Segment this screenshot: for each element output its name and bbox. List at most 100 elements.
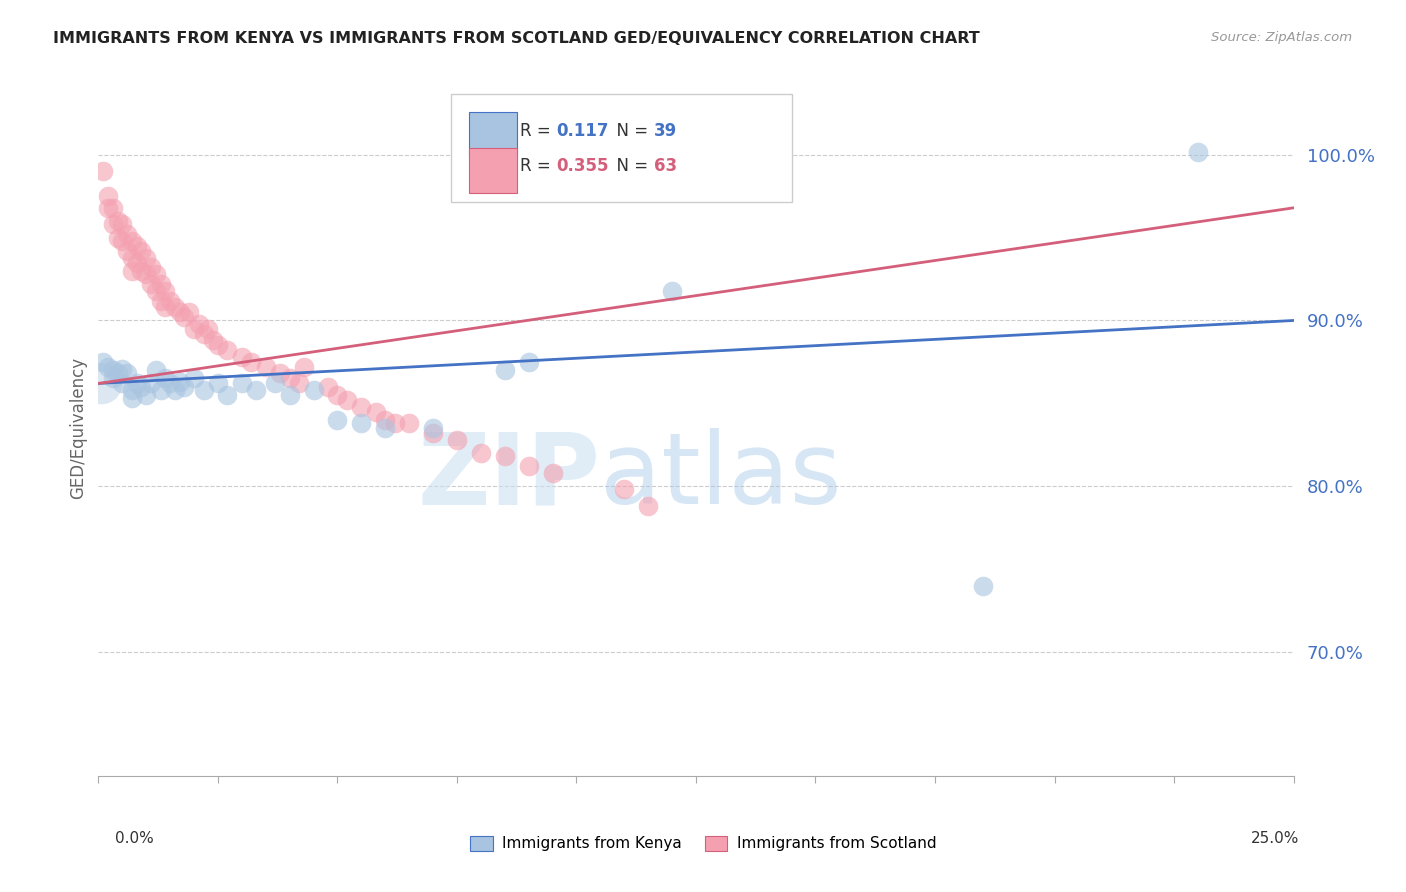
Point bbox=[131, 380, 153, 394]
Point bbox=[145, 267, 167, 281]
Text: 39: 39 bbox=[654, 122, 678, 140]
Point bbox=[149, 383, 172, 397]
Point bbox=[254, 359, 277, 374]
Point bbox=[374, 421, 396, 435]
Point bbox=[125, 255, 148, 269]
Point bbox=[350, 400, 373, 414]
Point bbox=[121, 383, 143, 397]
Point bbox=[139, 260, 162, 275]
Point bbox=[384, 416, 406, 430]
Text: 25.0%: 25.0% bbox=[1251, 831, 1299, 847]
Point bbox=[202, 334, 225, 348]
Point bbox=[131, 264, 153, 278]
Point bbox=[288, 376, 311, 391]
Point bbox=[101, 218, 124, 232]
Point bbox=[125, 239, 148, 253]
Point bbox=[541, 466, 564, 480]
Point bbox=[121, 264, 143, 278]
Point bbox=[101, 371, 124, 385]
Point bbox=[972, 578, 994, 592]
Text: N =: N = bbox=[606, 157, 654, 175]
Point bbox=[326, 413, 349, 427]
Point bbox=[422, 426, 444, 441]
Point bbox=[115, 227, 138, 242]
Point bbox=[115, 244, 138, 258]
Point bbox=[316, 380, 339, 394]
Point bbox=[121, 392, 143, 406]
Point bbox=[374, 413, 396, 427]
Point bbox=[207, 338, 229, 352]
Point bbox=[336, 392, 359, 407]
Point bbox=[183, 371, 205, 385]
Point bbox=[145, 284, 167, 298]
Point bbox=[135, 267, 157, 281]
Point bbox=[173, 380, 195, 394]
Point bbox=[97, 201, 120, 215]
Point bbox=[173, 310, 195, 325]
Point bbox=[183, 322, 205, 336]
Point bbox=[278, 371, 301, 385]
Point bbox=[159, 293, 181, 308]
Text: IMMIGRANTS FROM KENYA VS IMMIGRANTS FROM SCOTLAND GED/EQUIVALENCY CORRELATION CH: IMMIGRANTS FROM KENYA VS IMMIGRANTS FROM… bbox=[53, 31, 980, 46]
Point bbox=[107, 214, 129, 228]
Point bbox=[517, 355, 540, 369]
Point bbox=[179, 305, 201, 319]
Point bbox=[97, 189, 120, 203]
FancyBboxPatch shape bbox=[470, 112, 517, 157]
Text: Source: ZipAtlas.com: Source: ZipAtlas.com bbox=[1212, 31, 1353, 45]
Point bbox=[91, 355, 114, 369]
Text: 0.355: 0.355 bbox=[557, 157, 609, 175]
Text: ZIP: ZIP bbox=[418, 428, 600, 525]
Point bbox=[1187, 145, 1209, 159]
Text: 0.117: 0.117 bbox=[557, 122, 609, 140]
FancyBboxPatch shape bbox=[451, 95, 792, 202]
Point bbox=[278, 388, 301, 402]
Point bbox=[145, 363, 167, 377]
Point bbox=[111, 218, 134, 232]
Point bbox=[155, 371, 177, 385]
Point bbox=[364, 404, 387, 418]
Point bbox=[135, 251, 157, 265]
Point bbox=[90, 376, 112, 391]
Point bbox=[111, 234, 134, 248]
Point bbox=[197, 322, 219, 336]
Point bbox=[637, 499, 659, 513]
Point bbox=[101, 363, 124, 377]
Point bbox=[115, 367, 138, 381]
Text: R =: R = bbox=[520, 157, 557, 175]
Point bbox=[135, 388, 157, 402]
Point bbox=[121, 234, 143, 248]
Point bbox=[240, 355, 263, 369]
Point bbox=[155, 284, 177, 298]
Point bbox=[97, 359, 120, 374]
Point bbox=[169, 305, 191, 319]
Point bbox=[111, 361, 134, 376]
Point bbox=[107, 367, 129, 381]
Point bbox=[193, 383, 215, 397]
Point bbox=[398, 416, 420, 430]
Point bbox=[139, 376, 162, 391]
Point bbox=[159, 376, 181, 391]
Text: 63: 63 bbox=[654, 157, 678, 175]
Point bbox=[193, 326, 215, 341]
Point bbox=[149, 277, 172, 291]
Point bbox=[217, 388, 239, 402]
Point bbox=[231, 376, 253, 391]
Point bbox=[470, 446, 492, 460]
Legend: Immigrants from Kenya, Immigrants from Scotland: Immigrants from Kenya, Immigrants from S… bbox=[464, 830, 942, 857]
Point bbox=[91, 164, 114, 178]
Point bbox=[422, 421, 444, 435]
Y-axis label: GED/Equivalency: GED/Equivalency bbox=[69, 357, 87, 500]
Point bbox=[149, 293, 172, 308]
Point bbox=[269, 367, 291, 381]
Point bbox=[264, 376, 287, 391]
Point bbox=[121, 251, 143, 265]
FancyBboxPatch shape bbox=[470, 148, 517, 193]
Point bbox=[231, 350, 253, 364]
Point bbox=[217, 343, 239, 358]
Point bbox=[163, 300, 186, 314]
Point bbox=[101, 201, 124, 215]
Point bbox=[494, 450, 516, 464]
Point bbox=[125, 376, 148, 391]
Point bbox=[107, 230, 129, 244]
